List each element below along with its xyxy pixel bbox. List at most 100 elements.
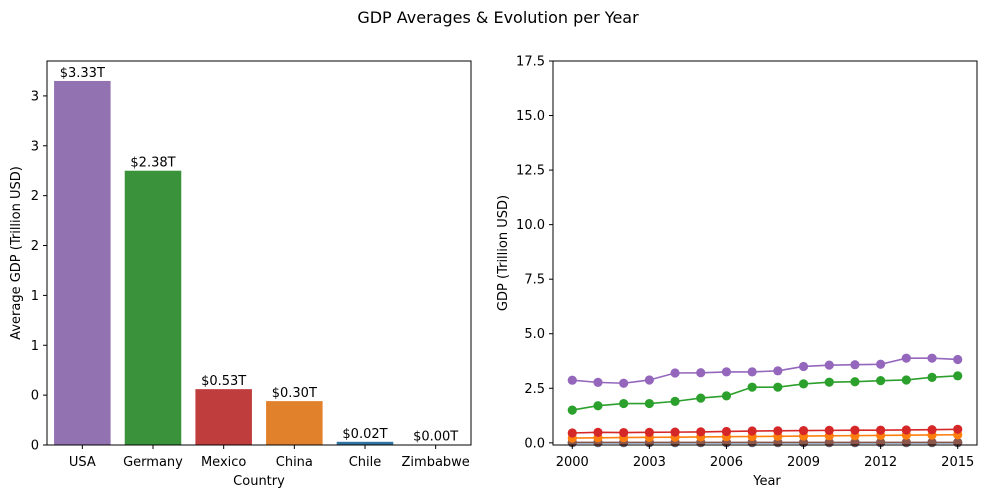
- data-point: [567, 375, 577, 385]
- series-line: [572, 357, 958, 385]
- data-point: [901, 425, 911, 435]
- bar-data-label: $0.00T: [413, 430, 458, 445]
- data-point: [798, 361, 809, 372]
- data-point: [824, 425, 834, 435]
- data-point: [773, 426, 783, 436]
- data-point: [747, 382, 757, 392]
- bar-data-label: $3.33T: [60, 66, 105, 81]
- bar: [336, 441, 394, 445]
- y-axis-ticks: 0 0 1 1 2 2 3 3: [31, 89, 47, 454]
- data-point: [696, 368, 706, 378]
- y-tick-label: 10.0: [516, 218, 545, 233]
- data-point: [901, 353, 911, 363]
- data-point: [798, 379, 809, 389]
- y-tick-label: 0: [31, 389, 39, 404]
- data-point: [747, 426, 757, 436]
- data-point: [824, 360, 834, 370]
- y-tick-label: 2: [31, 189, 39, 204]
- data-point: [747, 367, 757, 377]
- series: [567, 424, 963, 438]
- data-point: [644, 375, 654, 385]
- bar-data-labels: $3.33T $2.38T $0.53T $0.30T $0.02T $0.00T: [60, 66, 459, 445]
- y-tick-label: 2: [31, 239, 39, 254]
- data-point: [953, 424, 963, 434]
- data-point: [670, 396, 680, 406]
- x-tick-label: Chile: [349, 455, 382, 470]
- bar-chart: 0 0 1 1 2 2 3 3 USA Germany Mexico China Chile Zimba…: [9, 60, 472, 489]
- data-point: [696, 427, 706, 437]
- y-tick-label: 15.0: [516, 109, 545, 124]
- x-axis-label: Country: [233, 474, 285, 489]
- x-tick-label: Zimbabwe: [402, 455, 470, 470]
- data-point: [876, 359, 886, 369]
- x-axis-label: Year: [752, 474, 781, 489]
- data-point: [593, 427, 603, 437]
- data-point: [927, 353, 937, 363]
- y-tick-label: 5.0: [524, 327, 545, 342]
- series-line: [572, 428, 958, 434]
- y-tick-label: 1: [31, 289, 39, 304]
- data-point: [798, 426, 809, 436]
- bar: [195, 389, 252, 445]
- x-tick-label: 2015: [941, 455, 974, 470]
- data-point: [644, 398, 654, 409]
- line-series: [567, 353, 963, 448]
- series: [567, 353, 963, 388]
- data-point: [619, 398, 629, 409]
- plot-frame: [46, 60, 472, 446]
- series: [567, 371, 963, 415]
- data-point: [773, 366, 783, 376]
- data-point: [644, 427, 654, 437]
- x-tick-label: USA: [69, 455, 96, 470]
- data-point: [619, 427, 629, 438]
- bar: [124, 170, 182, 445]
- data-point: [953, 354, 963, 365]
- data-point: [721, 426, 732, 437]
- data-point: [721, 367, 732, 377]
- y-tick-label: 1: [31, 339, 39, 354]
- data-point: [567, 428, 577, 438]
- data-point: [721, 391, 732, 401]
- data-point: [901, 375, 911, 385]
- data-point: [850, 360, 860, 370]
- y-tick-label: 3: [31, 139, 39, 154]
- y-tick-label: 17.5: [516, 55, 545, 70]
- x-tick-label: 2012: [864, 455, 897, 470]
- data-point: [619, 378, 629, 388]
- y-tick-label: 7.5: [524, 273, 545, 288]
- data-point: [567, 405, 577, 415]
- data-point: [850, 425, 860, 435]
- x-tick-label: 2006: [710, 455, 743, 470]
- data-point: [670, 368, 680, 378]
- bar-data-label: $0.30T: [272, 386, 317, 401]
- y-tick-label: 12.5: [516, 164, 545, 179]
- bar-data-label: $2.38T: [130, 156, 175, 171]
- x-tick-label: 2009: [787, 455, 820, 470]
- data-point: [670, 427, 680, 437]
- bar-data-label: $0.53T: [201, 374, 246, 389]
- x-tick-label: China: [276, 455, 313, 470]
- y-tick-label: 2.5: [524, 382, 545, 397]
- series-line: [572, 433, 958, 439]
- bar: [54, 80, 111, 445]
- data-point: [593, 377, 603, 387]
- y-tick-label: 3: [31, 89, 39, 104]
- y-tick-label: 0: [31, 439, 39, 454]
- data-point: [927, 425, 937, 435]
- plot-frame: [552, 60, 978, 446]
- data-point: [593, 401, 603, 411]
- y-axis-label: Average GDP (Trillion USD): [9, 166, 24, 340]
- data-point: [773, 382, 783, 392]
- data-point: [876, 425, 886, 435]
- data-point: [696, 393, 706, 403]
- bar-series: [54, 80, 464, 445]
- y-tick-label: 0.0: [524, 436, 545, 451]
- bar-data-label: $0.02T: [342, 427, 387, 442]
- x-tick-label: Mexico: [201, 455, 246, 470]
- data-point: [850, 377, 860, 387]
- data-point: [927, 372, 937, 382]
- x-tick-label: 2000: [556, 455, 589, 470]
- x-tick-label: 2003: [633, 455, 666, 470]
- line-chart: 0.0 2.5 5.0 7.5 10.0 12.5 15.0 17.5 2000 2003 200…: [496, 55, 978, 489]
